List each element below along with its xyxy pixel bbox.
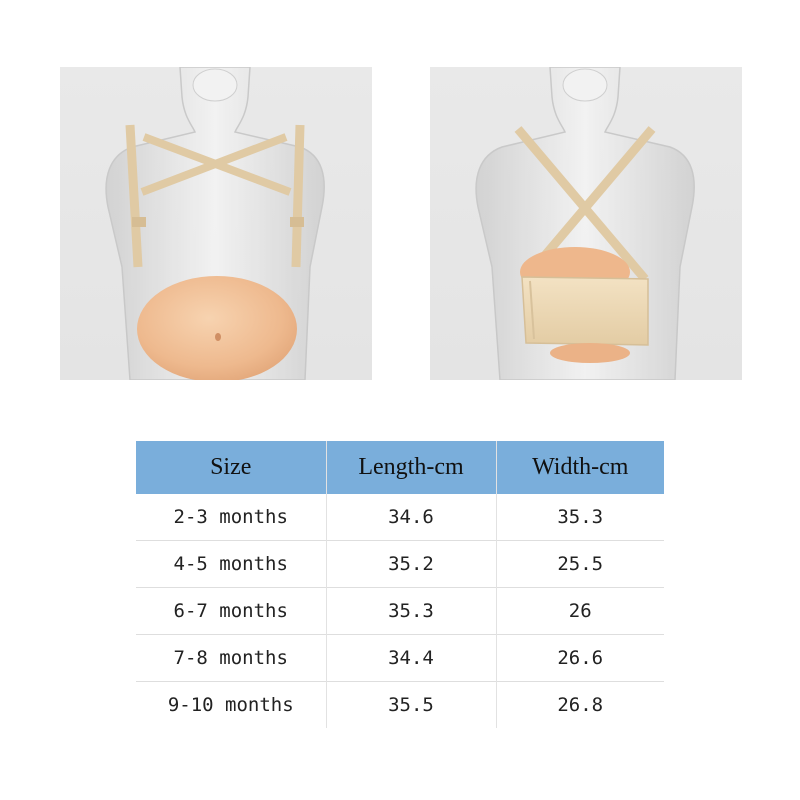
header-width: Width-cm (495, 441, 664, 494)
width-cell: 25.5 (495, 540, 664, 588)
front-view-photo (60, 67, 372, 380)
size-cell: 7-8 months (136, 634, 326, 682)
size-chart-table: Size Length-cm Width-cm 2-3 months 34.6 … (136, 441, 664, 728)
table-row: 6-7 months 35.3 26 (136, 587, 664, 635)
width-cell: 26.6 (495, 634, 664, 682)
size-cell: 2-3 months (173, 506, 288, 528)
back-view-photo (430, 67, 742, 380)
size-cell: 6-7 months (136, 587, 326, 635)
back-view-image (475, 67, 695, 380)
length-cell: 34.6 (325, 494, 496, 541)
size-cell: 4-5 months (136, 540, 326, 588)
table-row: 4-5 months 35.2 25.5 (136, 540, 664, 588)
width-cell: 26.8 (495, 681, 664, 728)
length-cell: 35.5 (325, 681, 496, 728)
width-cell: 26 (495, 587, 664, 635)
width-cell: 35.3 (495, 494, 664, 541)
table-row: 7-8 months 34.4 26.6 (136, 634, 664, 682)
table-row: 9-10 months 35.5 26.8 (136, 681, 664, 728)
length-cell: 35.2 (325, 540, 496, 588)
table-header-row: Size Length-cm Width-cm (136, 441, 664, 494)
length-cell: 35.3 (325, 587, 496, 635)
header-size: Size (136, 441, 326, 494)
table-row: 2-3 months 34.6 35.3 (136, 494, 664, 541)
header-length: Length-cm (325, 441, 496, 494)
size-cell: 9-10 months (136, 681, 326, 728)
length-cell: 34.4 (325, 634, 496, 682)
front-view-image (105, 67, 325, 380)
